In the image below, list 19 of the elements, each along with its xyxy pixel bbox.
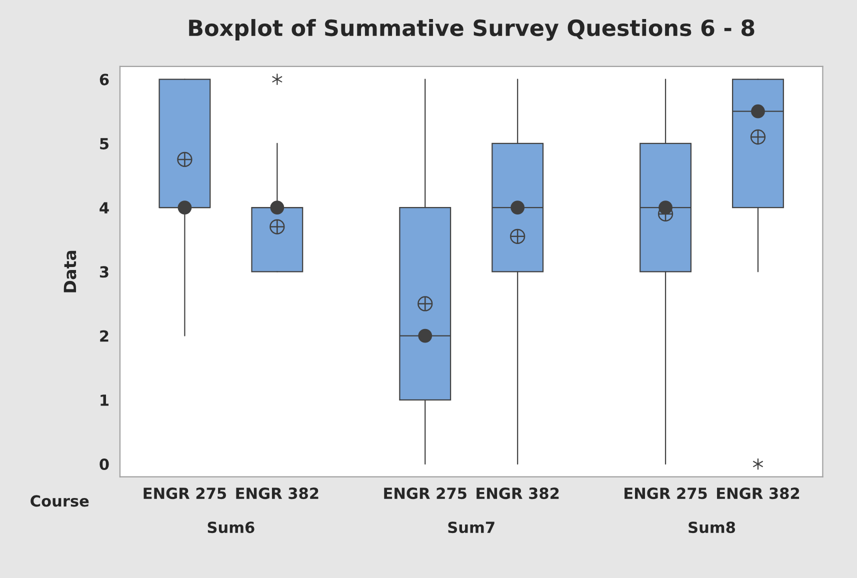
y-tick-label: 6 [100, 74, 109, 86]
y-tick-label: 5 [100, 138, 108, 150]
text: Sum6 [208, 522, 254, 534]
x-tick-label: ENGR 382 [476, 488, 559, 500]
text: Course [30, 495, 89, 507]
x-tick-label: ENGR 275 [144, 488, 226, 500]
text: Sum8 [688, 522, 736, 534]
x-tick-label: ENGR 275 [384, 488, 466, 500]
text: Sum7 [448, 522, 494, 534]
y-tick-label: 1 [100, 394, 109, 406]
y-tick-label: 3 [100, 266, 108, 278]
x-tick-label: ENGR 382 [717, 488, 800, 500]
x-tick-label: ENGR 275 [624, 488, 707, 500]
y-tick-label: 2 [100, 330, 108, 342]
y-tick-label: 0 [100, 458, 109, 470]
chart-title: Boxplot of Summative Survey Questions 6 - 8 [189, 19, 754, 41]
x-tick-label: ENGR 382 [236, 488, 318, 500]
y-tick-label: 4 [100, 202, 109, 214]
y-axis-title: Data [64, 250, 76, 292]
